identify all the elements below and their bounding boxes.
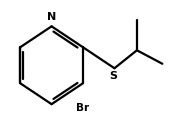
Text: N: N [47, 12, 56, 22]
Text: Br: Br [76, 103, 90, 113]
Text: S: S [109, 71, 117, 81]
